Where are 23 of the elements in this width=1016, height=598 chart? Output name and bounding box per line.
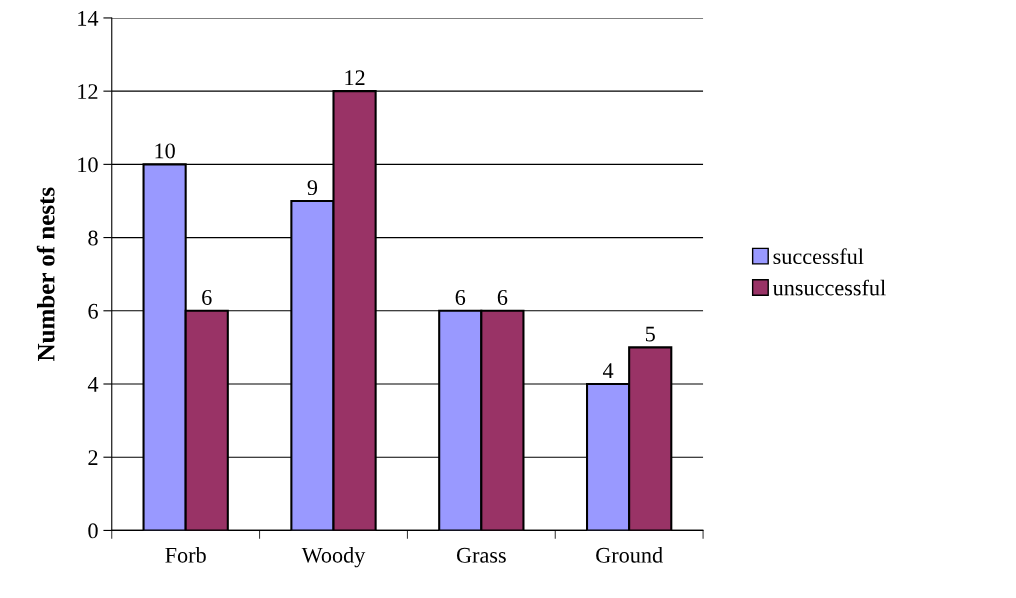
y-tick-label: 4	[87, 377, 99, 392]
y-axis-title: Number of nests	[36, 187, 55, 361]
y-tick-label: 10	[78, 157, 98, 173]
data-label: 5	[645, 326, 655, 342]
y-tick-label: 14	[78, 10, 99, 26]
data-label: 4	[602, 363, 614, 378]
y-tick-label: 8	[88, 230, 98, 246]
x-tick-label: Ground	[596, 547, 663, 563]
x-tick-label: Forb	[165, 547, 206, 563]
y-tick-label: 0	[88, 523, 98, 539]
y-tick-label: 6	[88, 303, 98, 319]
x-tick-label: Woody	[301, 547, 366, 568]
legend-label: unsuccessful	[772, 279, 886, 296]
legend-label: successful	[773, 248, 864, 265]
y-tick-label: 12	[78, 84, 98, 99]
x-tick-label: Grass	[456, 547, 506, 563]
data-label: 6	[202, 289, 212, 305]
data-label: 6	[455, 289, 466, 305]
y-tick-label: 2	[88, 450, 98, 465]
data-label: 9	[307, 180, 318, 196]
data-label: 6	[497, 289, 508, 305]
data-label: 12	[345, 70, 365, 86]
data-label: 10	[155, 143, 175, 159]
